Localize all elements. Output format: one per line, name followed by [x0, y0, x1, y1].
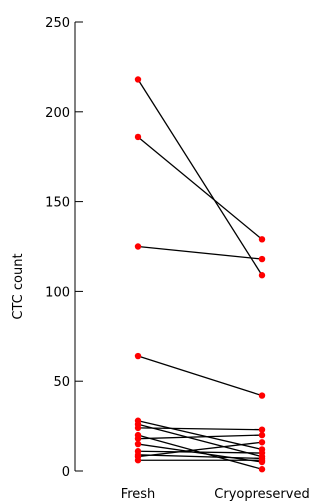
x-tick-labels: Fresh Cryopreserved: [121, 487, 310, 502]
cryopreserved-point: [258, 255, 266, 263]
cryopreserved-point: [258, 426, 266, 433]
fresh-point: [134, 435, 142, 442]
fresh-point: [134, 243, 142, 250]
pair-line: [137, 441, 263, 458]
pair-line: [137, 79, 263, 276]
y-ticks: 0 50 100 150 200 250: [45, 16, 83, 480]
fresh-point: [134, 424, 142, 432]
cryopreserved-point: [258, 431, 266, 439]
y-tick-label: 250: [45, 16, 70, 31]
pair-line: [137, 423, 263, 458]
y-tick-label: 0: [62, 465, 70, 480]
pair-line: [137, 443, 263, 463]
data-points: [134, 76, 266, 473]
y-tick-label: 200: [45, 106, 70, 121]
x-tick-label: Cryopreserved: [214, 487, 309, 502]
fresh-point: [134, 76, 142, 83]
cryopreserved-point: [258, 466, 266, 473]
y-axis-label: CTC count: [11, 253, 26, 319]
cryopreserved-point: [258, 272, 266, 279]
y-tick-label: 150: [45, 196, 70, 211]
cryopreserved-point: [258, 392, 266, 399]
y-tick-label: 100: [45, 285, 70, 300]
cryopreserved-point: [258, 236, 266, 243]
pair-line: [137, 450, 263, 454]
cryopreserved-point: [258, 439, 266, 446]
pair-line: [137, 427, 263, 431]
fresh-point: [134, 352, 142, 360]
y-tick-label: 50: [53, 375, 70, 390]
pair-line: [137, 245, 263, 260]
fresh-point: [134, 133, 142, 141]
cryopreserved-point: [258, 449, 266, 457]
x-tick-label: Fresh: [121, 487, 156, 502]
pair-lines: [137, 79, 263, 470]
pair-line: [137, 454, 263, 460]
cryopreserved-point: [258, 457, 266, 464]
fresh-point: [134, 440, 142, 448]
pair-line: [137, 136, 263, 240]
fresh-point: [134, 457, 142, 464]
pair-line: [137, 355, 263, 397]
pair-line: [137, 434, 263, 440]
